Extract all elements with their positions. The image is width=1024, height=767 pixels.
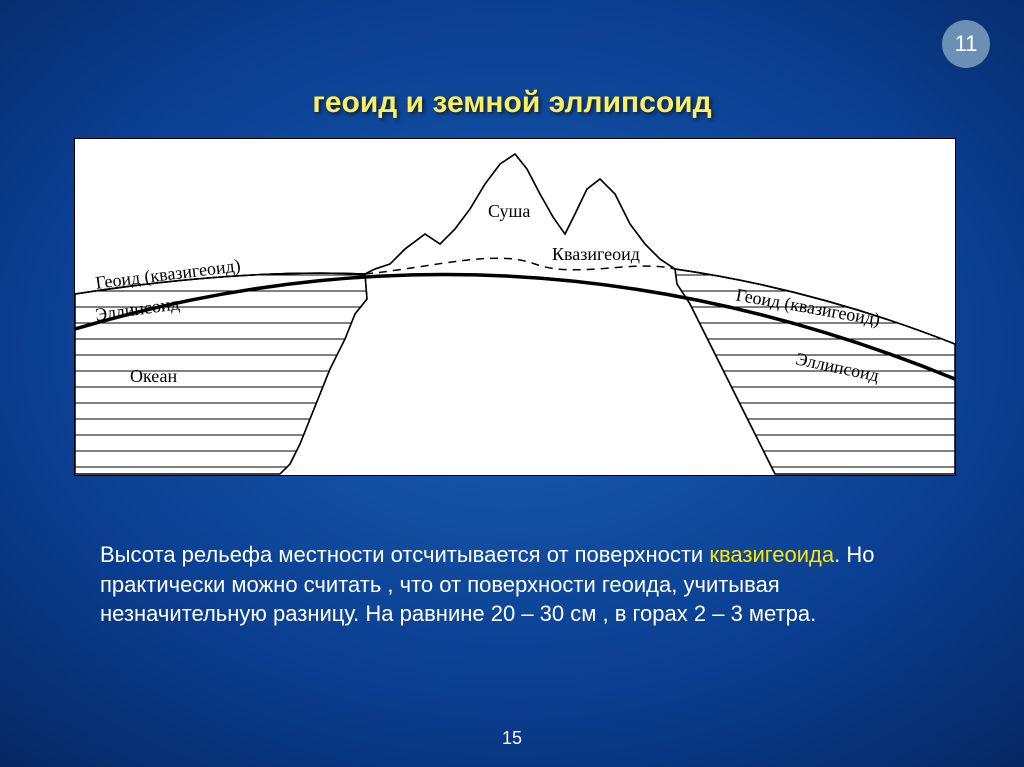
body-text: Высота рельефа местности отсчитывается о… — [100, 540, 920, 629]
label-ocean: Океан — [130, 366, 177, 387]
page-number: 11 — [955, 31, 978, 57]
slide-title: геоид и земной эллипсоид — [0, 86, 1024, 120]
body-part1: Высота рельефа местности отсчитывается о… — [100, 542, 709, 567]
label-quasigeoid: Квазигеоид — [552, 244, 640, 265]
body-highlight: квазигеоида — [709, 542, 834, 567]
label-land: Суша — [488, 201, 530, 222]
geoid-diagram: Суша Квазигеоид Геоид (квазигеоид) Эллип… — [74, 138, 956, 476]
footer-page-number: 15 — [0, 728, 1024, 749]
slide: 11 геоид и земной эллипсоид — [0, 0, 1024, 767]
page-number-badge: 11 — [942, 20, 990, 68]
